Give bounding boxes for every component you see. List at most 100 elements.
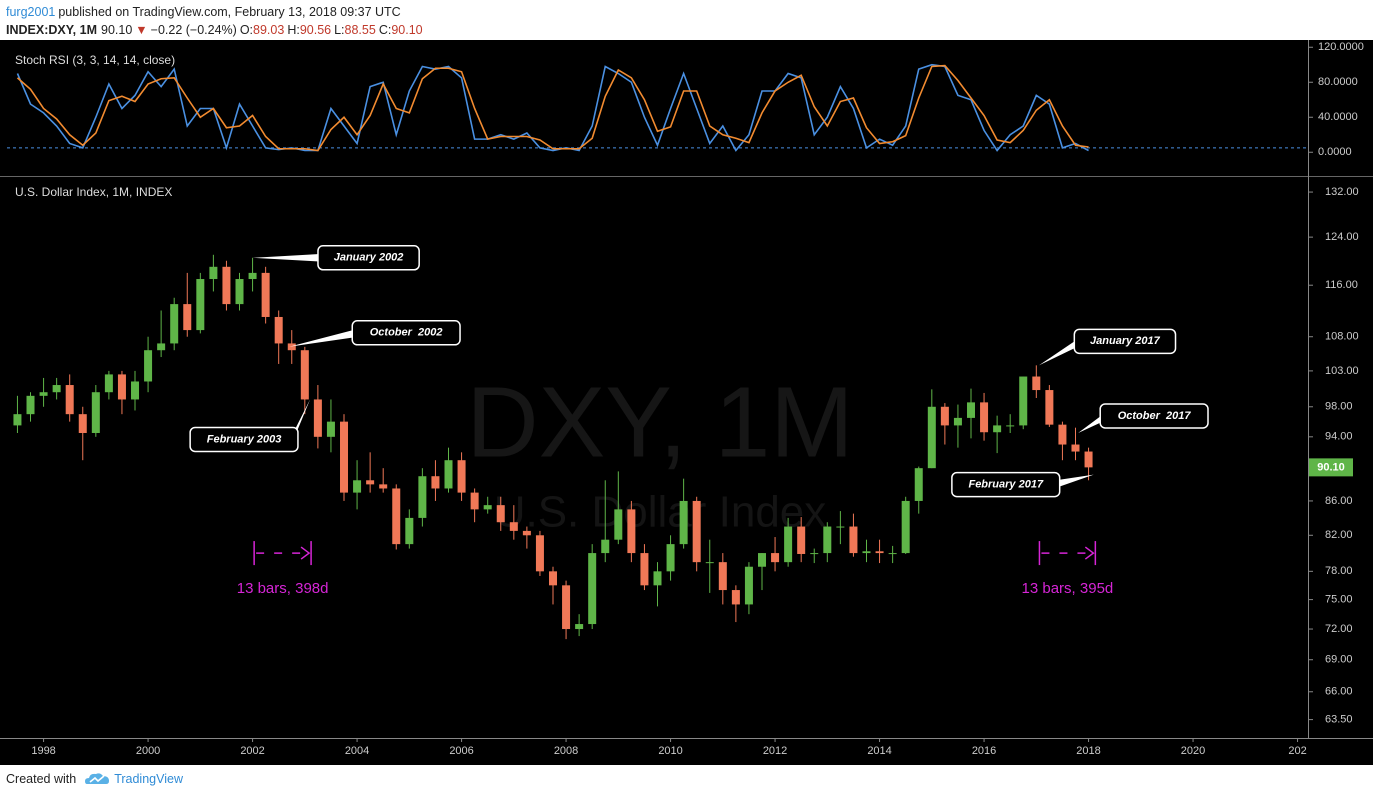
ohlc-key: C:: [378, 23, 392, 37]
pane-title: U.S. Dollar Index, 1M, INDEX: [15, 185, 172, 199]
callout-box: [951, 471, 1061, 498]
candle-body: [131, 381, 140, 400]
x-tick-label: 2004: [345, 745, 369, 757]
candle-body: [457, 460, 466, 493]
ohlc-key: L:: [334, 23, 345, 37]
footer: Created with TradingView: [6, 768, 183, 790]
candle-body: [901, 500, 910, 554]
candle-body: [1058, 424, 1067, 445]
change: −0.22 (−0.24%): [150, 23, 237, 37]
measure-arrow: [300, 546, 311, 560]
callout-text: October 2002: [370, 327, 443, 339]
x-tick-label: 202: [1288, 745, 1306, 757]
candle-body: [170, 304, 179, 344]
y-tick-label: 75.00: [1325, 594, 1353, 606]
arrow: ▼: [135, 23, 148, 37]
candle-body: [888, 553, 897, 555]
candle-body: [797, 526, 806, 554]
candle-body: [418, 476, 427, 518]
candle-body: [52, 385, 61, 393]
x-tick-label: 2006: [449, 745, 473, 757]
candle-body: [953, 417, 962, 426]
y-tick-label: 86.00: [1325, 495, 1353, 507]
candle-body: [666, 544, 675, 572]
measure-label: 13 bars, 395d: [1022, 580, 1114, 597]
candle-body: [104, 374, 113, 393]
candle-body: [692, 500, 701, 563]
stoch-line: [16, 63, 1089, 152]
y-tick-label: 82.00: [1325, 529, 1353, 541]
candle-body: [1084, 451, 1093, 468]
callout-box: [189, 426, 299, 453]
y-tick-label: 98.00: [1325, 401, 1353, 413]
y-tick-label: 0.0000: [1318, 146, 1352, 158]
candle-body: [875, 551, 884, 554]
callout-tail: [252, 253, 324, 262]
candle-body: [614, 509, 623, 540]
author[interactable]: furg2001: [6, 5, 56, 19]
candle-body: [248, 272, 257, 280]
candle-body: [300, 350, 309, 400]
x-tick-label: 2020: [1181, 745, 1205, 757]
ohlc-value: 89.03: [253, 23, 285, 37]
header-line-2: INDEX:DXY, 1M 90.10 ▼ −0.22 (−0.24%) O:89.03…: [6, 21, 429, 39]
candle-body: [235, 279, 244, 305]
callout-text: January 2002: [334, 252, 404, 264]
pane-title: Stoch RSI (3, 3, 14, 14, close): [15, 53, 175, 67]
candle-body: [810, 553, 819, 555]
candle-body: [366, 480, 375, 485]
candle-body: [431, 476, 440, 489]
candle-body: [326, 421, 335, 437]
background: [0, 40, 1373, 765]
candle-body: [784, 526, 793, 563]
candle-body: [209, 266, 218, 280]
x-tick-label: 2000: [136, 745, 160, 757]
callout-text: January 2017: [1090, 335, 1161, 347]
candle-body: [522, 530, 531, 536]
candle-body: [91, 392, 100, 433]
candle-body: [26, 395, 35, 415]
candle-body: [1071, 444, 1080, 452]
candle-body: [509, 522, 518, 531]
callout-box: [1073, 328, 1177, 355]
x-tick-label: 2010: [658, 745, 682, 757]
candle-body: [771, 553, 780, 563]
watermark-subtitle: U.S. Dollar Index: [494, 488, 827, 537]
y-tick-label: 108.00: [1325, 331, 1359, 343]
candle-body: [39, 392, 48, 396]
candle-body: [78, 414, 87, 433]
candle-body: [627, 509, 636, 554]
candle-body: [914, 468, 923, 501]
candle-body: [588, 553, 597, 625]
candle-body: [65, 385, 74, 415]
candle-body: [13, 414, 22, 426]
candle-body: [601, 539, 610, 554]
symbol: INDEX:DXY, 1M: [6, 23, 97, 37]
y-tick-label: 66.00: [1325, 686, 1353, 698]
callout-box: [1099, 403, 1209, 429]
candle-body: [470, 492, 479, 510]
last-price-box: [1309, 458, 1353, 477]
candle-body: [379, 484, 388, 489]
y-tick-label: 63.50: [1325, 714, 1353, 726]
candle-body: [261, 272, 270, 317]
y-tick-label: 116.00: [1325, 279, 1358, 291]
measure-arrow: [1084, 546, 1095, 560]
candle-body: [940, 406, 949, 426]
candle-body: [549, 571, 558, 586]
logo: [85, 773, 110, 784]
callout-text: February 2003: [207, 433, 282, 445]
brand[interactable]: TradingView: [114, 772, 183, 786]
candle-body: [679, 500, 688, 545]
candle-body: [836, 526, 845, 528]
y-tick-label: 72.00: [1325, 623, 1353, 635]
candle-body: [483, 505, 492, 510]
last-price-label: 90.10: [1317, 461, 1345, 473]
y-tick-label: 120.0000: [1318, 41, 1364, 53]
x-tick-label: 2012: [763, 745, 787, 757]
candle-body: [196, 279, 205, 331]
candle-body: [718, 562, 727, 591]
candle-body: [405, 517, 414, 545]
candle-body: [144, 350, 153, 382]
